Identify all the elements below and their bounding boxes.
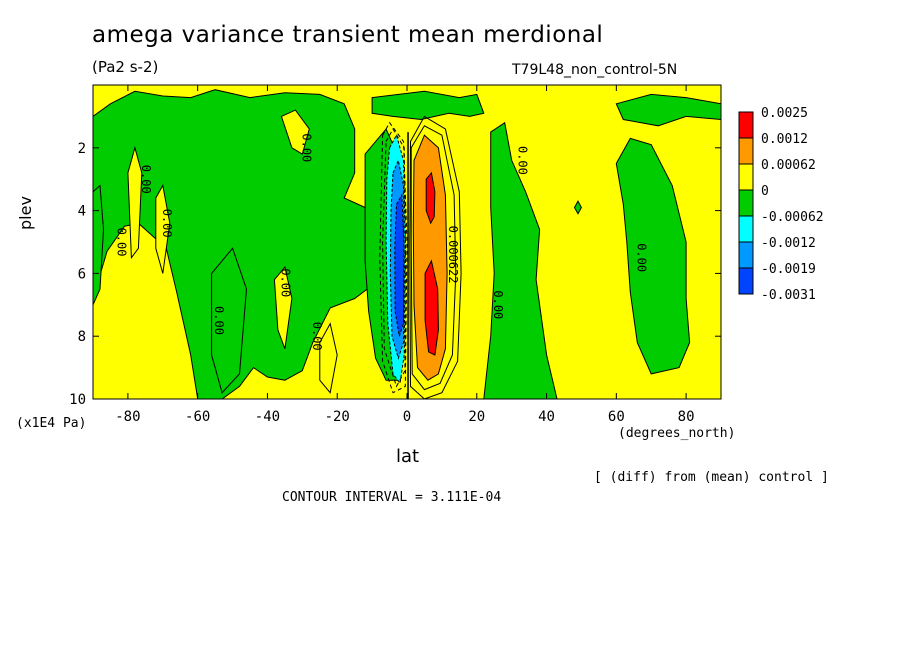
- field-green-4: [371, 90, 485, 121]
- field-green-8: [573, 200, 582, 215]
- contour-label: 0.00: [278, 268, 292, 297]
- x-tick-label: -80: [115, 409, 140, 425]
- field-yellow-island-3: [319, 322, 338, 394]
- field-green-5: [483, 121, 558, 399]
- y-tick-label: 10: [69, 392, 86, 408]
- x-axis: -80 -60 -40 -20 0 20 40 60 80: [115, 85, 695, 425]
- x-axis-label: lat: [396, 446, 420, 467]
- x-tick-label: 20: [468, 409, 485, 425]
- legend-swatch: [738, 111, 754, 139]
- contour-label: 0.00: [491, 290, 505, 319]
- y-tick-label: 4: [78, 204, 86, 220]
- x-tick-label: 80: [678, 409, 695, 425]
- y-axis-label: plev: [16, 196, 35, 230]
- legend-swatch: [738, 241, 754, 269]
- field-green-6: [615, 93, 721, 127]
- field-red-upper: [425, 171, 436, 225]
- contour-label: 0.00: [212, 306, 226, 335]
- legend-label: 0.0012: [761, 132, 808, 147]
- chart-title: amega variance transient mean merdional: [92, 22, 604, 48]
- contour-interval: CONTOUR INTERVAL = 3.111E-04: [282, 490, 502, 505]
- y-axis: 2 4 6 8 10: [69, 141, 721, 408]
- x-tick-label: -40: [255, 409, 280, 425]
- contour-label: 0.00: [310, 322, 324, 351]
- field-yellow-island-1: [155, 184, 171, 274]
- x-tick-label: 0: [403, 409, 411, 425]
- diff-annotation: [ (diff) from (mean) control ]: [594, 470, 829, 485]
- y-tick-label: 8: [78, 329, 86, 345]
- color-legend: 0.0025 0.0012 0.00062 0 -0.00062 -0.0012 -0.00…: [738, 106, 824, 303]
- contour-label: 0.00: [114, 228, 128, 257]
- legend-label: -0.0012: [761, 236, 816, 251]
- x-tick-label: -20: [325, 409, 350, 425]
- contour-label: 0.00: [634, 243, 648, 272]
- contour-negative-0: [379, 121, 408, 394]
- y-tick-label: 6: [78, 266, 86, 282]
- field-green-2: [211, 247, 248, 394]
- contour-label: 0.00: [516, 146, 530, 175]
- field-darkblue: [394, 193, 405, 337]
- contour-negative-1: [382, 127, 407, 388]
- contour-lines: [379, 115, 462, 399]
- contour-label: 0.00: [160, 209, 174, 238]
- contour-label: 0.00: [139, 165, 153, 194]
- legend-label: -0.0019: [761, 262, 816, 277]
- chart-units: (Pa2 s-2): [92, 58, 159, 76]
- contour-label: 0.000622: [446, 226, 460, 284]
- field-yellow-island-0: [127, 145, 143, 260]
- y-axis-units: (x1E4 Pa): [16, 416, 87, 431]
- field-yellow-island-2: [273, 265, 293, 349]
- field-yellow-island-4: [280, 109, 310, 155]
- contour-label: 0.00: [299, 133, 313, 162]
- run-label: T79L48_non_control-5N: [512, 62, 678, 78]
- contour-positive-1: [410, 125, 457, 391]
- legend-label: -0.0031: [761, 288, 816, 303]
- contour-fields: [93, 85, 721, 399]
- field-red-lower: [424, 259, 439, 356]
- legend-swatch: [738, 267, 754, 295]
- legend-swatch: [738, 137, 754, 165]
- field-green-7: [615, 137, 691, 375]
- legend-label: -0.00062: [761, 210, 824, 225]
- y-tick-label: 2: [78, 141, 86, 157]
- legend-label: 0: [761, 184, 769, 199]
- x-axis-units: (degrees_north): [618, 426, 736, 441]
- x-tick-label: 60: [608, 409, 625, 425]
- legend-label: 0.0025: [761, 106, 808, 121]
- legend-swatch: [738, 215, 754, 243]
- contour-labels: 0.00 0.00 0.00 0.00 0.00 0.00 0.00 0.000622 0.00…: [114, 133, 648, 350]
- x-tick-label: 40: [538, 409, 555, 425]
- legend-swatch: [738, 163, 754, 191]
- legend-swatch: [738, 189, 754, 217]
- contour-positive-0: [409, 115, 462, 399]
- legend-label: 0.00062: [761, 158, 816, 173]
- x-tick-label: -60: [185, 409, 210, 425]
- field-green-1: [93, 184, 105, 306]
